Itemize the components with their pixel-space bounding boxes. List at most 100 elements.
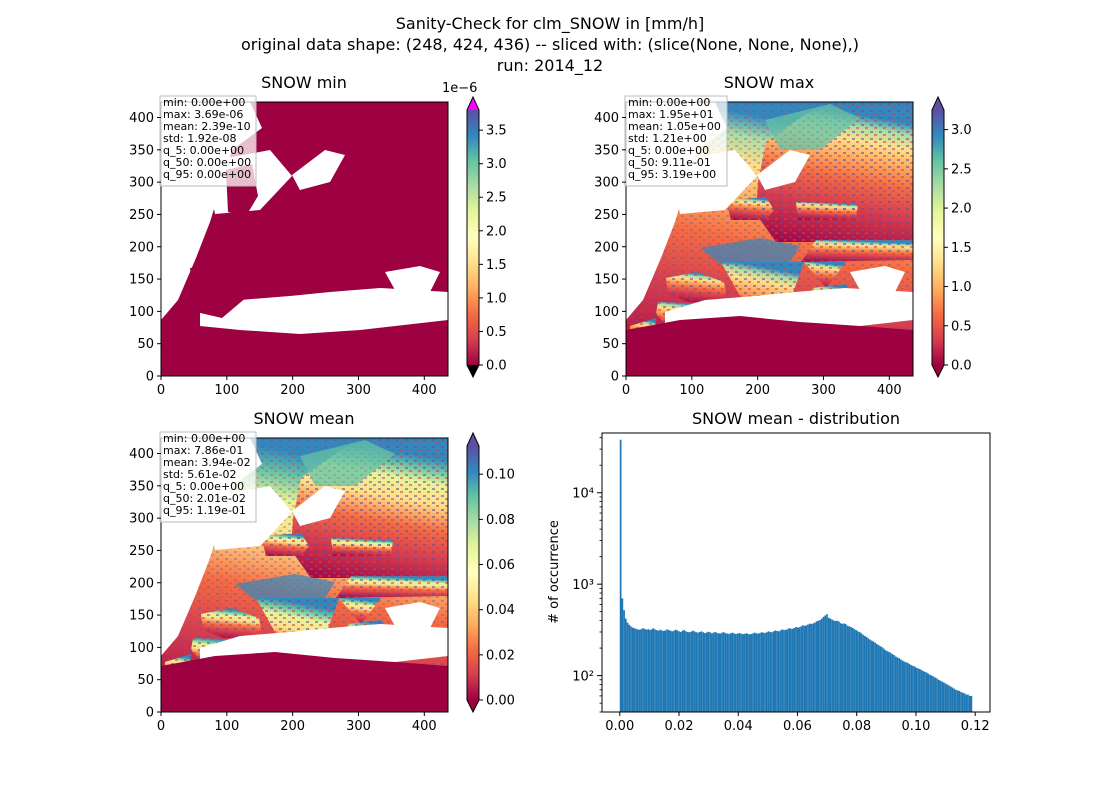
colorbar-tick-label: 0.02 — [486, 648, 515, 663]
histogram-bar — [875, 643, 878, 712]
x-tick-label: 300 — [346, 383, 371, 398]
histogram-bar — [955, 689, 957, 712]
colorbar-tick-label: 2.5 — [951, 162, 972, 177]
panel-snow-min: SNOW min min: 0.00e+00 max: 3.69e-06 mea… — [129, 73, 507, 398]
histogram-bar — [870, 640, 873, 712]
colorbar-tick-label: 0.5 — [951, 319, 972, 334]
colorbar-tick-label: 2.0 — [486, 224, 507, 239]
histogram-bar — [800, 626, 803, 712]
y-tick-label: 10² — [572, 670, 594, 685]
histogram-bar — [860, 633, 863, 712]
y-tick-label: 250 — [594, 208, 619, 223]
y-tick-label: 200 — [594, 240, 619, 255]
histogram-bar — [894, 656, 897, 712]
histogram-bar — [741, 634, 744, 712]
histogram-bar — [736, 633, 739, 712]
histogram-bar — [898, 658, 901, 712]
histogram-bar — [922, 671, 925, 712]
colorbar-tick-label: 0.04 — [486, 603, 515, 618]
histogram-bar — [635, 628, 637, 712]
x-tick-label: 0.08 — [842, 719, 871, 734]
y-tick-label: 100 — [129, 641, 154, 656]
scandinavia-snow — [300, 440, 395, 486]
histogram-bar — [951, 687, 954, 712]
y-tick-label: 0 — [146, 706, 154, 721]
histogram-bar — [755, 633, 758, 712]
stat-line: std: 1.92e-08 — [163, 132, 236, 145]
colorbar-gradient — [467, 110, 479, 365]
histogram-bar — [659, 629, 662, 712]
histogram-bar — [874, 642, 876, 712]
histogram-bar — [666, 629, 668, 712]
histogram-bar — [650, 629, 653, 712]
histogram-bar — [960, 692, 962, 712]
histogram-bar — [851, 627, 854, 712]
stats-box: min: 0.00e+00 max: 3.69e-06 mean: 2.39e-… — [159, 95, 257, 187]
histogram-bar — [705, 632, 708, 712]
map-image — [161, 102, 448, 376]
alps-snow — [235, 574, 335, 600]
histogram-bar — [623, 610, 625, 712]
histogram-bar — [918, 669, 921, 712]
histogram-bar — [893, 655, 895, 712]
x-tick-label: 400 — [877, 383, 902, 398]
colorbar-tick-label: 0.0 — [951, 359, 972, 374]
histogram-bar — [690, 631, 692, 712]
colorbar-tick-label: 3.5 — [486, 124, 507, 139]
histogram-bar — [707, 631, 710, 712]
histogram-bar — [814, 622, 816, 712]
histogram-bar — [630, 626, 632, 712]
histogram-bar — [716, 632, 718, 712]
x-axis: 0 100 200 300 400 — [622, 376, 902, 398]
x-tick-label: 400 — [412, 383, 437, 398]
histogram-bar — [764, 632, 766, 712]
histogram-bar — [652, 628, 655, 712]
histogram-bar — [963, 693, 966, 712]
colorbar-tick-label: 3.0 — [951, 123, 972, 138]
histogram-bar — [719, 633, 722, 712]
histogram-bar — [834, 621, 837, 712]
histogram-bar — [624, 618, 627, 712]
histogram-bar — [709, 632, 711, 712]
colorbar-ticks: 0.0 0.5 1.0 1.5 2.0 2.5 3.0 — [944, 123, 972, 374]
x-tick-label: 400 — [412, 719, 437, 734]
y-axis: 0 50 100 150 200 250 300 350 400 — [129, 111, 161, 385]
stat-line: q_50: 9.11e-01 — [628, 156, 711, 169]
stat-line: std: 1.21e+00 — [628, 132, 707, 145]
colorbar: 0.00 0.02 0.04 0.06 0.08 0.10 — [466, 431, 515, 714]
histogram-bar — [721, 632, 723, 712]
colorbar-ticks: 0.0 0.5 1.0 1.5 2.0 2.5 3.0 3.5 — [479, 124, 507, 374]
histogram-bar — [686, 631, 689, 712]
histogram-bar — [944, 683, 947, 712]
histogram-bar — [925, 672, 928, 712]
histogram-bar — [848, 626, 851, 712]
histogram-bar — [795, 627, 797, 712]
histogram-bar — [753, 632, 756, 712]
y-tick-label: 300 — [129, 176, 154, 191]
histogram-bar — [819, 620, 821, 712]
y-tick-label: 10³ — [572, 578, 594, 593]
stat-line: mean: 1.05e+00 — [628, 120, 721, 133]
histogram-bar — [872, 641, 875, 712]
histogram-bar — [949, 686, 952, 712]
y-tick-label: 350 — [594, 143, 619, 158]
histogram-bar — [760, 632, 763, 712]
histogram-bar — [900, 659, 902, 712]
histogram-bar — [640, 629, 643, 712]
y-tick-label: 50 — [602, 337, 619, 352]
histogram-bar — [748, 634, 751, 712]
histogram-bar — [717, 633, 720, 712]
colorbar-tick-label: 3.0 — [486, 157, 507, 172]
y-tick-label: 100 — [129, 305, 154, 320]
histogram-bar — [858, 631, 861, 712]
histogram-bar — [759, 633, 761, 712]
histogram-bar — [879, 646, 882, 712]
stat-line: max: 7.86e-01 — [163, 444, 243, 457]
x-tick-label: 100 — [214, 719, 239, 734]
histogram-bar — [932, 676, 935, 712]
histogram-bar — [953, 688, 956, 712]
histogram-bar — [671, 631, 674, 712]
y-axis: 0 50 100 150 200 250 300 350 400 — [129, 447, 161, 721]
histogram-bar — [886, 651, 888, 712]
histogram-bar — [967, 694, 969, 712]
